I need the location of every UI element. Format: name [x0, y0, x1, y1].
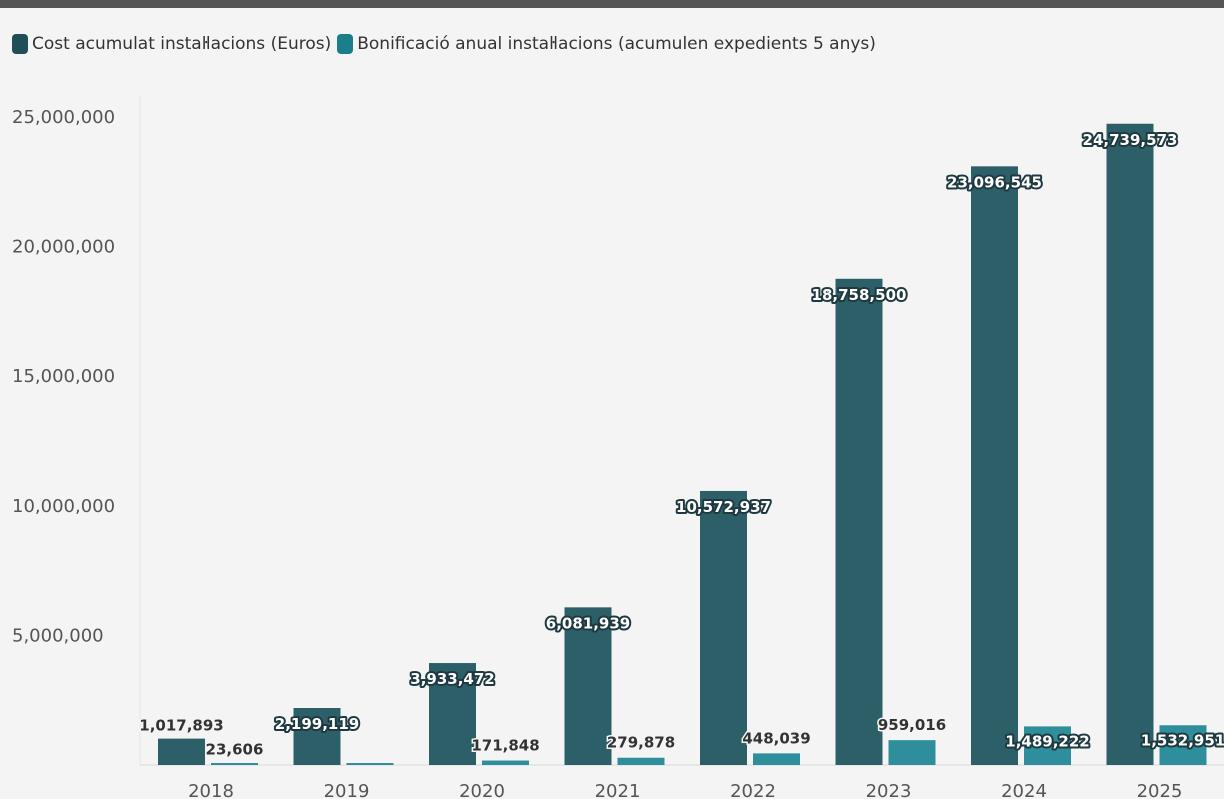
y-tick-label: 15,000,000	[12, 366, 115, 387]
bar-cost[interactable]	[971, 166, 1018, 766]
bar-cost[interactable]	[564, 607, 612, 765]
data-label-cost: 23,096,545	[947, 173, 1042, 191]
x-tick-label: 2021	[595, 781, 641, 799]
data-label-bonificacio: 448,039	[742, 729, 810, 747]
top-rule	[0, 0, 1224, 8]
data-label-bonificacio: 279,878	[607, 734, 675, 752]
data-label-cost: 10,572,937	[676, 498, 771, 516]
x-tick-label: 2024	[1001, 781, 1047, 799]
bar-bonificacio[interactable]	[1159, 725, 1207, 765]
legend-label-cost: Cost acumulat instaŀlacions (Euros)	[32, 34, 332, 54]
data-labels-group: 1,017,893 2,199,119 3,933,472 6,081,939 10,5…	[138, 129, 1224, 760]
y-tick-label: 20,000,000	[12, 237, 115, 258]
data-label-cost: 3,933,472	[410, 670, 494, 688]
x-axis-ticks: 2018 2019 2020 2021 2022 2023 2024 2025	[188, 781, 1182, 799]
x-tick-label: 2022	[730, 781, 776, 799]
y-tick-label: 25,000,000	[12, 107, 115, 128]
y-tick-label: 10,000,000	[12, 496, 115, 517]
data-label-bonificacio: 959,016	[878, 716, 946, 734]
data-label-bonificacio: 23,606	[206, 740, 264, 758]
bar-bonificacio[interactable]	[617, 757, 665, 765]
legend-item-cost[interactable]: Cost acumulat instaŀlacions (Euros)	[12, 34, 331, 54]
bar-bonificacio[interactable]	[346, 763, 394, 765]
bar-bonificacio[interactable]	[1024, 726, 1071, 765]
bar-bonificacio[interactable]	[211, 763, 258, 765]
bar-bonificacio[interactable]	[888, 740, 936, 765]
legend-swatch-bonificacio	[337, 34, 354, 54]
y-tick-label: 5,000,000	[12, 625, 104, 646]
bar-cost[interactable]	[700, 490, 747, 765]
legend-swatch-cost	[12, 34, 28, 54]
data-label-cost: 1,017,893	[139, 717, 223, 735]
x-tick-label: 2025	[1137, 781, 1183, 799]
legend-item-bonificacio[interactable]: Bonificació anual instaŀlacions (acumule…	[337, 34, 876, 54]
bar-cost[interactable]	[1106, 123, 1154, 766]
bar-cost[interactable]	[835, 278, 883, 765]
x-tick-label: 2020	[459, 781, 505, 799]
legend-label-bonificacio: Bonificació anual instaŀlacions (acumule…	[357, 34, 876, 54]
x-tick-label: 2019	[324, 781, 370, 799]
x-tick-label: 2018	[188, 781, 234, 799]
chart-legend: Cost acumulat instaŀlacions (Euros) Boni…	[12, 34, 882, 54]
bar-bonificacio[interactable]	[753, 753, 800, 765]
bar-cost[interactable]	[158, 738, 205, 765]
data-label-cost: 6,081,939	[546, 614, 630, 632]
x-tick-label: 2023	[866, 781, 912, 799]
data-label-bonificacio: 1,532,951	[1141, 731, 1224, 749]
y-axis-ticks: 5,000,000 10,000,000 15,000,000 20,000,000 2…	[12, 107, 115, 646]
bar-cost[interactable]	[429, 663, 476, 765]
data-label-bonificacio: 171,848	[471, 737, 539, 755]
data-label-cost: 24,739,573	[1083, 131, 1178, 149]
bar-bonificacio[interactable]	[482, 760, 529, 765]
data-label-bonificacio: 1,489,222	[1005, 732, 1089, 750]
data-label-cost: 2,199,119	[275, 715, 359, 733]
bar-cost[interactable]	[293, 707, 341, 765]
data-label-cost: 18,758,500	[812, 286, 907, 304]
bars-group	[158, 123, 1207, 766]
